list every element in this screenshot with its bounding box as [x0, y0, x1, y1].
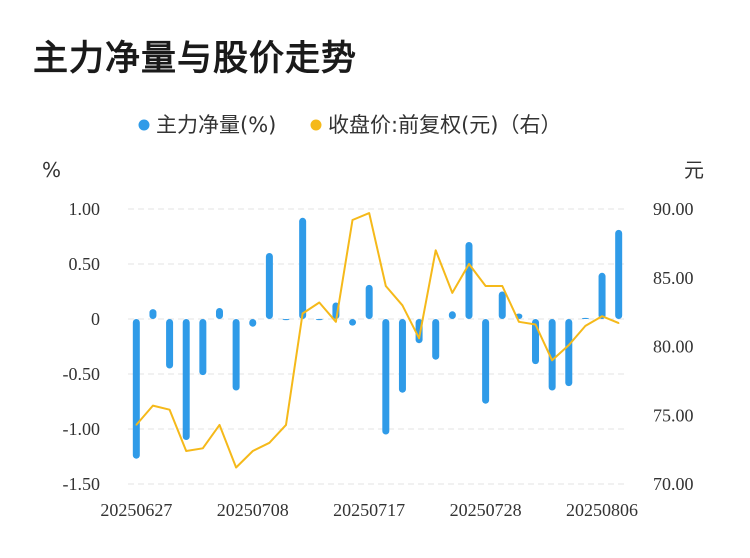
- bar: [149, 309, 157, 319]
- bar: [132, 319, 140, 459]
- price-point: [351, 219, 354, 221]
- bar: [432, 319, 440, 360]
- bar: [465, 242, 473, 319]
- y-left-tick-label: -0.50: [63, 364, 101, 384]
- bar: [299, 217, 307, 319]
- price-point: [468, 263, 470, 265]
- line-series-close-price: [135, 212, 620, 469]
- price-point: [268, 441, 271, 444]
- legend-label-close-price: 收盘价:前复权(元)（右）: [328, 113, 561, 137]
- price-point: [518, 320, 520, 323]
- bar: [232, 319, 240, 391]
- bar: [315, 319, 323, 321]
- bar: [448, 311, 456, 319]
- price-point: [168, 408, 171, 411]
- legend: 主力净量(%) 收盘价:前复权(元)（右）: [138, 113, 561, 137]
- price-point: [418, 337, 420, 340]
- bar: [482, 319, 490, 404]
- bar: [598, 272, 606, 319]
- x-tick-label: 20250627: [100, 500, 172, 520]
- price-point: [484, 285, 487, 287]
- price-point: [135, 424, 138, 426]
- bar: [249, 319, 257, 327]
- price-point: [285, 424, 287, 426]
- y-left-tick-label: 0: [91, 309, 100, 329]
- price-point: [501, 285, 504, 287]
- y-left-unit: %: [42, 158, 61, 182]
- price-point: [584, 325, 587, 327]
- price-point: [401, 304, 404, 307]
- y-left-tick-label: -1.00: [63, 419, 101, 439]
- bar: [282, 319, 290, 321]
- y-left-tick-label: 1.00: [69, 199, 101, 219]
- price-line: [135, 212, 620, 469]
- bar: [565, 319, 573, 387]
- legend-marker-close-price: [310, 119, 322, 131]
- bar: [215, 308, 223, 319]
- price-point: [434, 249, 437, 252]
- gridlines: [128, 208, 627, 485]
- price-point: [601, 315, 603, 318]
- x-axis: 20250627 20250708 20250717 20250728 20250806: [100, 500, 638, 520]
- bar: [615, 229, 623, 319]
- page-title: 主力净量与股价走势: [33, 39, 358, 79]
- y-right-tick-label: 75.00: [653, 405, 694, 425]
- price-point: [301, 312, 304, 315]
- price-point: [202, 447, 204, 450]
- y-right-axis: 90.00 85.00 80.00 75.00 70.00: [653, 199, 694, 494]
- x-tick-label: 20250708: [217, 500, 289, 520]
- price-point: [251, 450, 254, 452]
- price-point: [335, 320, 337, 323]
- x-tick-label: 20250806: [566, 500, 638, 520]
- price-point: [551, 359, 553, 362]
- bar: [365, 284, 373, 319]
- bar-series-net-flow: [132, 217, 623, 459]
- y-right-unit: 元: [684, 158, 704, 182]
- price-point: [218, 424, 221, 426]
- bar: [265, 253, 273, 319]
- price-point: [451, 292, 454, 294]
- bar: [548, 319, 556, 391]
- legend-marker-net-flow: [138, 119, 150, 131]
- y-left-axis: 1.00 0.50 0 -0.50 -1.00 -1.50: [63, 199, 101, 494]
- price-point: [617, 322, 620, 324]
- x-tick-label: 20250728: [450, 500, 522, 520]
- bar: [182, 319, 190, 440]
- bar: [349, 319, 357, 326]
- y-right-tick-label: 80.00: [653, 337, 694, 357]
- bar: [199, 319, 207, 376]
- price-point: [534, 323, 537, 326]
- bar: [581, 317, 589, 319]
- bar: [382, 319, 390, 435]
- price-point: [567, 344, 570, 346]
- y-right-tick-label: 70.00: [653, 474, 694, 494]
- bar: [166, 319, 174, 369]
- x-tick-label: 20250717: [333, 500, 405, 520]
- bar: [398, 319, 406, 393]
- price-point: [152, 404, 154, 407]
- bar: [498, 291, 506, 319]
- y-right-tick-label: 90.00: [653, 199, 694, 219]
- legend-label-net-flow: 主力净量(%): [156, 113, 276, 137]
- price-point: [235, 466, 237, 469]
- y-left-tick-label: 0.50: [69, 254, 101, 274]
- y-right-tick-label: 85.00: [653, 268, 694, 288]
- price-point: [368, 212, 370, 214]
- price-point: [185, 450, 188, 452]
- price-point: [318, 301, 321, 304]
- y-left-tick-label: -1.50: [63, 474, 101, 494]
- price-point: [385, 285, 387, 287]
